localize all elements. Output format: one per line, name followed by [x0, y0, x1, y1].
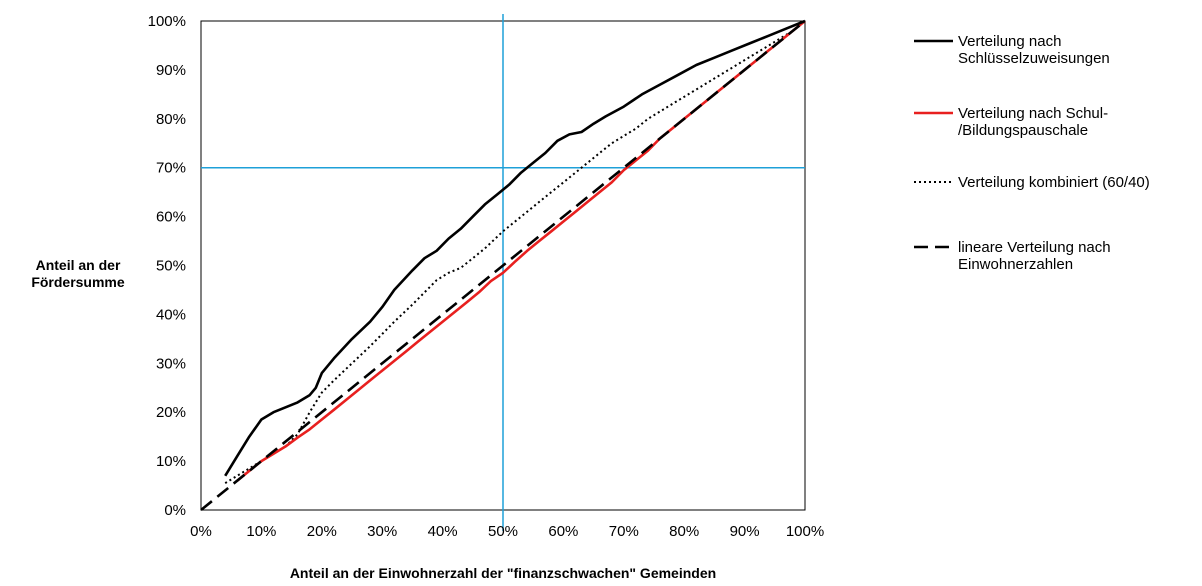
x-tick-label: 80%: [669, 523, 699, 540]
legend-label-3: Verteilung kombiniert (60/40): [958, 174, 1150, 191]
legend-label-line: Verteilung kombiniert (60/40): [958, 174, 1150, 191]
y-tick-label: 90%: [156, 62, 186, 79]
y-axis-title-line: Anteil an der: [36, 257, 121, 273]
y-axis-ticks: 0% 10% 20% 30% 40% 50% 60% 70% 80% 90% 100%: [148, 13, 186, 519]
y-tick-label: 10%: [156, 453, 186, 470]
x-tick-label: 40%: [428, 523, 458, 540]
legend: Verteilung nach SchlüsselzuweisungenVerte…: [914, 33, 1150, 273]
x-tick-label: 70%: [609, 523, 639, 540]
series-line-4: [200, 19, 806, 512]
series-lines: [200, 19, 806, 512]
x-tick-label: 60%: [548, 523, 578, 540]
y-tick-label: 20%: [156, 404, 186, 421]
y-axis-title-line: Fördersumme: [31, 274, 125, 290]
x-tick-label: 10%: [246, 523, 276, 540]
series-line-3: [224, 20, 806, 484]
y-tick-label: 60%: [156, 209, 186, 226]
y-tick-label: 40%: [156, 306, 186, 323]
y-tick-label: 70%: [156, 160, 186, 177]
x-tick-label: 20%: [307, 523, 337, 540]
y-axis-title: Anteil an der Fördersumme: [31, 257, 125, 290]
y-tick-label: 100%: [148, 13, 186, 30]
x-tick-label: 50%: [488, 523, 518, 540]
legend-label-line: Schlüsselzuweisungen: [958, 50, 1110, 67]
legend-label-line: Verteilung nach Schul-: [958, 105, 1108, 122]
legend-label-line: /Bildungspauschale: [958, 122, 1088, 139]
y-tick-label: 80%: [156, 111, 186, 128]
legend-label-line: Verteilung nach: [958, 33, 1061, 50]
y-tick-label: 0%: [164, 502, 186, 519]
x-axis-title: Anteil an der Einwohnerzahl der "finanzs…: [290, 565, 716, 581]
x-axis-ticks: 0% 10% 20% 30% 40% 50% 60% 70% 80% 90% 100%: [190, 523, 824, 540]
legend-label-1: Verteilung nach Schlüsselzuweisungen: [958, 33, 1110, 67]
legend-label-line: lineare Verteilung nach: [958, 239, 1111, 256]
y-tick-label: 50%: [156, 258, 186, 275]
legend-label-line: Einwohnerzahlen: [958, 256, 1073, 273]
legend-label-2: Verteilung nach Schul-/Bildungspauschale: [958, 105, 1108, 139]
x-tick-label: 0%: [190, 523, 212, 540]
x-tick-label: 30%: [367, 523, 397, 540]
x-tick-label: 100%: [786, 523, 824, 540]
legend-label-4: lineare Verteilung nach Einwohnerzahlen: [958, 239, 1111, 273]
y-tick-label: 30%: [156, 355, 186, 372]
x-tick-label: 90%: [730, 523, 760, 540]
series-line-1: [224, 19, 806, 477]
